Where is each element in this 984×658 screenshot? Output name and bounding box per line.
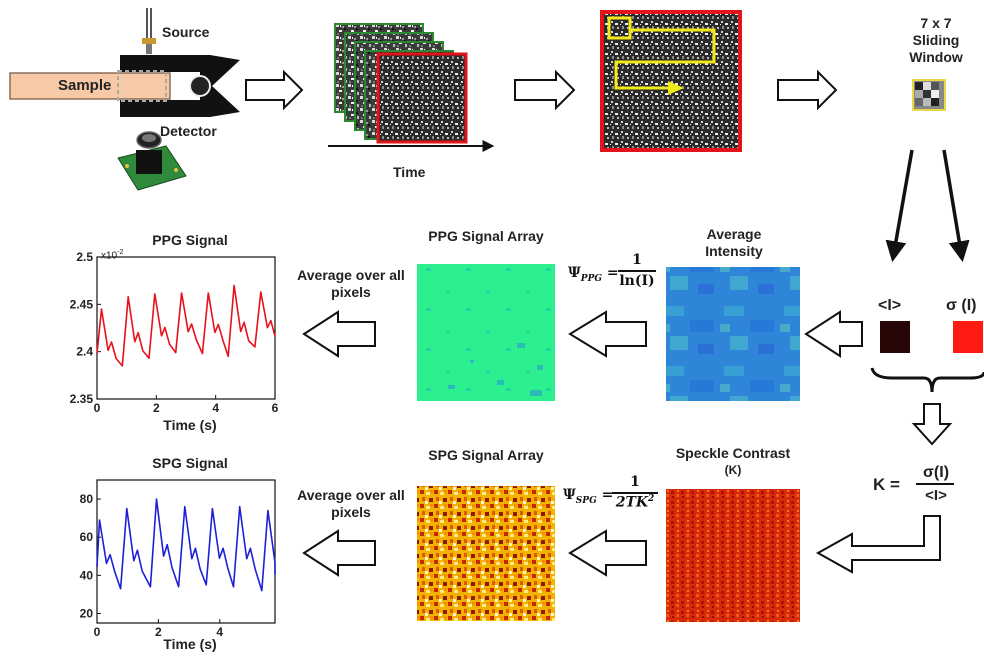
ppg-plot-area: [96, 256, 276, 400]
sample-bar: [9, 72, 171, 100]
spg-signal-array-image: [417, 486, 555, 621]
spg-xtick-label: 4: [216, 625, 223, 639]
spg-avg-text: Average over all pixels: [292, 487, 410, 521]
spg-xtick-label: 0: [94, 625, 101, 639]
arrow-spg-mid: [568, 529, 647, 577]
spg-chart-xlabel: Time (s): [163, 636, 217, 652]
psi-ppg-num: 1: [632, 252, 642, 268]
speckle-contrast-image: [666, 489, 800, 622]
psi-ppg-bar: [618, 270, 656, 272]
avg-intensity-line1: Average: [706, 226, 762, 242]
sample-label: Sample: [58, 77, 112, 94]
ppg-xtick-label: 2: [153, 401, 160, 415]
window-title-line3: Window: [909, 49, 963, 65]
ppg-ytick-label: 2.45: [70, 297, 94, 311]
std-label: σ (I): [946, 297, 977, 314]
psi-spg-den: 2TK2: [615, 494, 655, 511]
k-num: σ(I): [922, 464, 950, 481]
arrow-3: [777, 69, 838, 111]
ppg-xtick-label: 4: [212, 401, 219, 415]
ppg-chart-xlabel: Time (s): [163, 417, 217, 433]
arrow-1: [245, 69, 304, 111]
spg-avg-text-line1: Average over all: [297, 487, 405, 503]
arrow-mean: [885, 149, 914, 263]
k-lhs: K =: [873, 475, 900, 494]
ppg-ytick-label: 2.35: [70, 392, 94, 406]
ppg-xtick-label: 6: [272, 401, 279, 415]
ppg-chart: 0 2 4 6 2.35 2.4 2.45 2.5: [70, 250, 279, 415]
ppg-avg-text-line2: pixels: [331, 284, 371, 300]
spg-ytick-label: 60: [80, 530, 94, 544]
time-label: Time: [393, 164, 426, 180]
spg-avg-text-line2: pixels: [331, 504, 371, 520]
ppg-array-spots: [448, 343, 543, 396]
arrow-down-k: [911, 403, 953, 446]
spg-chart: 0 2 4 20 40 60 80: [80, 479, 276, 639]
source-icon: [142, 38, 156, 44]
speckle-contrast-title: Speckle Contrast (K): [670, 445, 796, 479]
ppg-avg-text-line1: Average over all: [297, 267, 405, 283]
ppg-array-title: PPG Signal Array: [428, 228, 544, 244]
speckle-line1: Speckle Contrast: [675, 445, 791, 461]
spg-ytick-label: 40: [80, 568, 94, 582]
arrow-spg-left: [302, 529, 376, 577]
avg-intensity-line2: Intensity: [705, 243, 763, 259]
arrow-std: [942, 149, 970, 263]
ppg-y-multiplier: x10-2: [101, 249, 124, 262]
ppg-avg-text: Average over all pixels: [292, 267, 410, 301]
ppg-ytick-label: 2.4: [76, 345, 93, 359]
detector-icon: [117, 131, 187, 191]
k-den: <I>: [925, 487, 947, 504]
brace: [870, 367, 984, 393]
arrow-ppg-mid: [568, 310, 647, 358]
sliding-window-frame: [600, 10, 742, 152]
avg-intensity-title: Average Intensity: [696, 226, 772, 260]
spg-ytick-label: 80: [80, 492, 94, 506]
std-swatch: [953, 321, 983, 353]
spg-xtick-label: 2: [155, 625, 162, 639]
setup-illustration: [9, 8, 240, 191]
ppg-signal-array-image: [417, 264, 555, 401]
window-icon: [912, 79, 946, 111]
psi-ppg-lhs: ΨPPG =: [568, 265, 619, 284]
ppg-ytick-label: 2.5: [76, 250, 93, 264]
psi-spg-bar: [612, 492, 658, 494]
frame-stack: [328, 23, 495, 152]
detector-label: Detector: [160, 123, 217, 139]
window-title: 7 x 7 Sliding Window: [902, 15, 970, 66]
ppg-chart-title: PPG Signal: [152, 232, 228, 248]
speckle-line2: (K): [724, 463, 742, 477]
arrow-ppg-right: [804, 310, 863, 358]
ppg-series-line: [96, 284, 276, 367]
ppg-xtick-label: 0: [94, 401, 101, 415]
arrow-ppg-left: [302, 310, 376, 358]
window-title-line1: 7 x 7: [920, 15, 952, 31]
source-label: Source: [162, 24, 210, 40]
spg-array-title: SPG Signal Array: [428, 447, 544, 463]
psi-spg-num: 1: [630, 474, 640, 490]
arrow-k-to-speckle: [815, 515, 941, 574]
psi-ppg-den: ln(I): [619, 273, 655, 289]
mean-label: <I>: [878, 297, 902, 314]
arrow-2: [514, 69, 576, 111]
mean-swatch: [880, 321, 910, 353]
psi-spg-lhs: ΨSPG =: [563, 487, 614, 506]
source-fiber: [146, 8, 148, 38]
flow-arrows: [245, 69, 953, 577]
average-intensity-image: [666, 267, 800, 401]
spg-chart-title: SPG Signal: [152, 455, 228, 471]
spg-ytick-label: 20: [80, 606, 94, 620]
spg-series-line: [96, 498, 276, 592]
window-title-line2: Sliding: [912, 32, 960, 48]
